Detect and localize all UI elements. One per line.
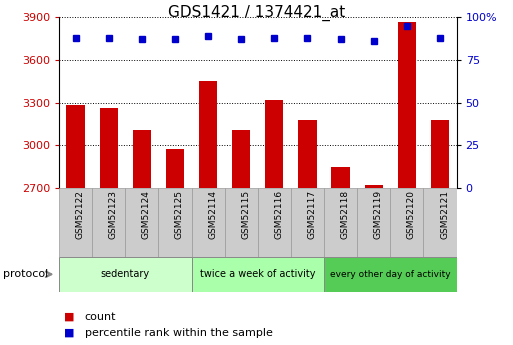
Bar	[100, 108, 118, 188]
Bar	[265, 100, 284, 188]
Text: count: count	[85, 312, 116, 322]
Text: GSM52124: GSM52124	[142, 190, 151, 239]
Text: percentile rank within the sample: percentile rank within the sample	[85, 328, 272, 338]
Text: GSM52116: GSM52116	[274, 190, 283, 239]
Bar	[357, 188, 390, 257]
Text: GSM52118: GSM52118	[341, 190, 350, 239]
Bar	[431, 120, 449, 188]
Bar	[225, 188, 258, 257]
Text: twice a week of activity: twice a week of activity	[200, 269, 315, 279]
Text: GSM52119: GSM52119	[374, 190, 383, 239]
Bar	[390, 188, 423, 257]
Bar	[199, 81, 217, 188]
Text: sedentary: sedentary	[101, 269, 150, 279]
Bar	[324, 257, 457, 292]
Bar	[299, 120, 317, 188]
Text: GSM52121: GSM52121	[440, 190, 449, 239]
Bar	[59, 188, 92, 257]
Bar	[125, 188, 159, 257]
Text: protocol: protocol	[3, 269, 48, 279]
Text: ■: ■	[64, 312, 74, 322]
Bar	[159, 188, 191, 257]
Bar	[258, 188, 291, 257]
Bar	[59, 257, 191, 292]
Text: every other day of activity: every other day of activity	[330, 270, 450, 279]
Bar	[423, 188, 457, 257]
Text: GSM52120: GSM52120	[407, 190, 416, 239]
Bar	[67, 105, 85, 188]
Text: GSM52117: GSM52117	[307, 190, 317, 239]
Bar	[92, 188, 125, 257]
Bar	[166, 149, 184, 188]
Text: GSM52123: GSM52123	[109, 190, 117, 239]
Bar	[133, 130, 151, 188]
Text: ■: ■	[64, 328, 74, 338]
Bar	[324, 188, 357, 257]
Text: GSM52122: GSM52122	[75, 190, 85, 239]
Bar	[365, 185, 383, 188]
Bar	[191, 257, 324, 292]
Bar	[191, 188, 225, 257]
Text: GSM52115: GSM52115	[241, 190, 250, 239]
Bar	[291, 188, 324, 257]
Bar	[232, 130, 250, 188]
Text: GSM52114: GSM52114	[208, 190, 217, 239]
Bar	[398, 21, 416, 188]
Text: GDS1421 / 1374421_at: GDS1421 / 1374421_at	[168, 5, 345, 21]
Bar	[331, 167, 350, 188]
Text: GSM52125: GSM52125	[175, 190, 184, 239]
